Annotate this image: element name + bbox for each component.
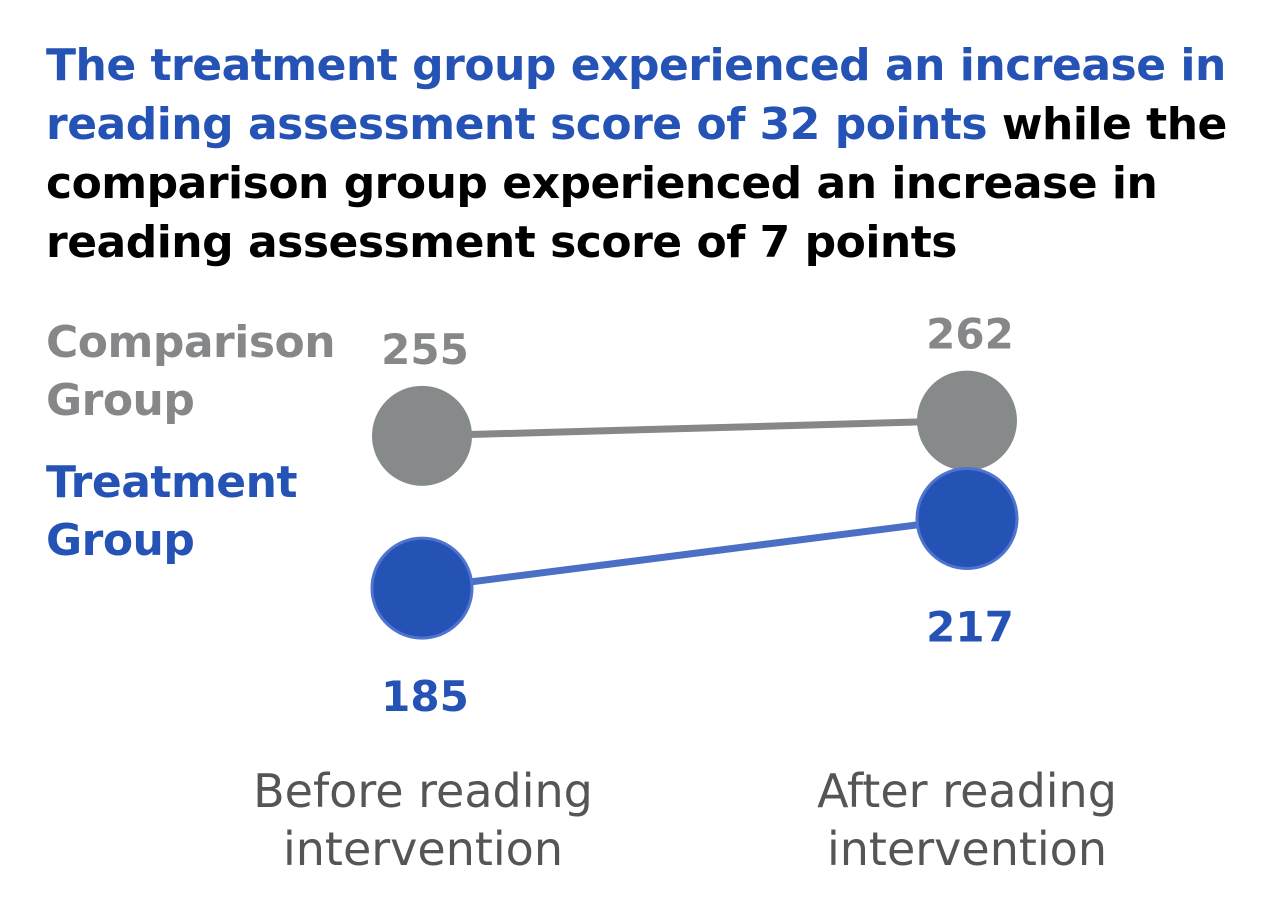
title-highlight: The treatment group experienced an incre… (46, 40, 1226, 150)
legend-comparison-group: Comparison Group (46, 317, 336, 426)
treatment-point-before (370, 536, 474, 640)
x-tick-label-before: Before reading intervention (253, 764, 593, 876)
treatment-value-after: 217 (926, 603, 1014, 652)
treatment-value-before: 185 (381, 672, 469, 721)
treatment-series-line (421, 515, 968, 592)
legend-treatment-group: Treatment Group (46, 457, 298, 566)
title-rest: while the comparison group experienced a… (46, 99, 1227, 268)
chart-title: The treatment group experienced an incre… (46, 36, 1246, 272)
comparison-value-after: 262 (926, 310, 1014, 359)
comparison-point-after (917, 370, 1017, 471)
comparison-series-line (421, 417, 968, 440)
comparison-value-before: 255 (381, 325, 469, 374)
comparison-point-before (372, 385, 472, 486)
treatment-point-after (915, 467, 1019, 571)
x-tick-label-after: After reading intervention (817, 764, 1117, 876)
